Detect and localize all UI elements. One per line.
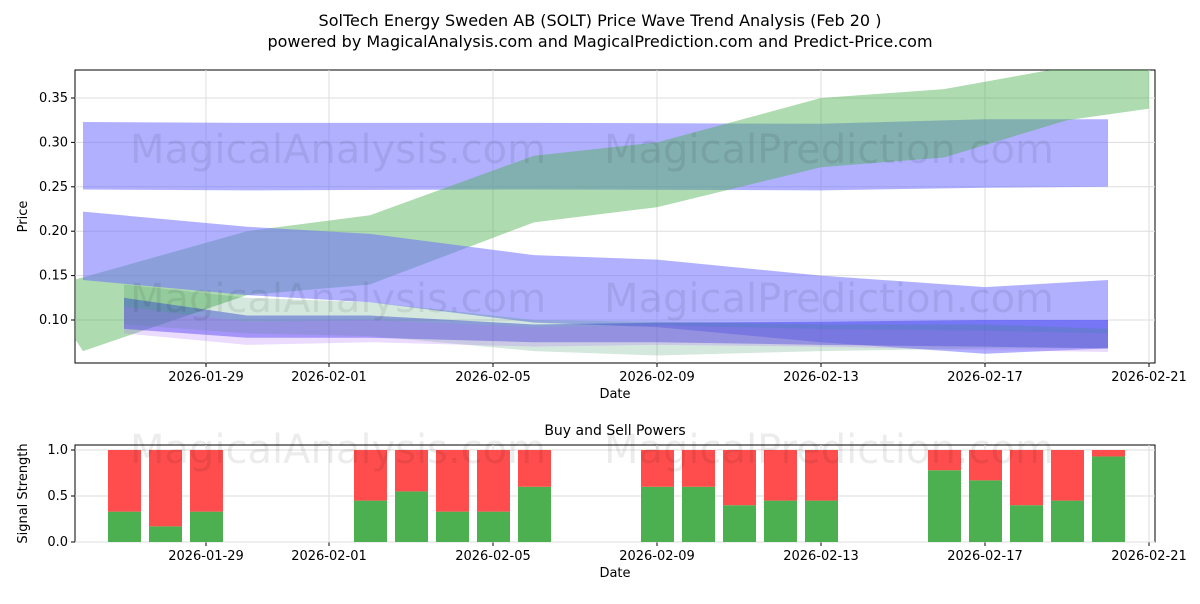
y-tick-label: 0.35 [39,91,68,106]
sell-bar [149,450,182,527]
x-tick-label: 2026-02-21 [1111,549,1187,564]
sell-bar [477,450,510,512]
buy-bar [354,500,387,542]
chart-title: SolTech Energy Sweden AB (SOLT) Price Wa… [319,11,882,30]
sell-bar [641,450,674,487]
buy-bar [1010,505,1043,542]
buy-bar [436,511,469,542]
buy-bar [518,486,551,542]
watermark: MagicalAnalysis.com [130,276,546,322]
buy-bar [149,526,182,542]
buy-bar [641,486,674,542]
teal-band [124,284,1108,356]
sell-bar [682,450,715,487]
x-tick-label: 2026-02-13 [783,549,859,564]
sell-bar [928,450,961,471]
y-axis-label: Price [16,201,31,233]
x-tick-label: 2026-01-29 [168,370,244,385]
y-axis-label: Signal Strength [16,443,31,543]
buy-bar [764,500,797,542]
watermark: MagicalPrediction.com [604,427,1054,473]
buy-bar [395,491,428,542]
bands [75,70,1149,356]
dark-blue-band [124,297,1108,349]
watermark: MagicalAnalysis.com [130,427,546,473]
violet-band [124,306,1108,352]
sell-bar [723,450,756,506]
y-tick-label: 1.0 [47,443,68,458]
buy-bar [805,500,838,542]
y-tick-label: 0.25 [39,180,68,195]
plot-frame [74,69,1156,364]
x-tick-label: 2026-02-09 [619,370,695,385]
buy-bar [928,470,961,542]
price-chart: 2026-01-29 2026-02-01 2026-02-05 2026-02-09… [16,69,1187,402]
blue-flat-band [83,119,1108,191]
buy-bar [969,480,1002,542]
x-tick-label: 2026-02-17 [947,549,1023,564]
x-tick-label: 2026-02-21 [1111,370,1187,385]
x-tick-label: 2026-02-13 [783,370,859,385]
x-axis-label: Date [599,387,630,402]
watermark: MagicalPrediction.com [604,276,1054,322]
y-tick-label: 0.0 [47,535,68,550]
buy-bar [477,511,510,542]
subplot-title: Buy and Sell Powers [544,423,685,439]
buy-bar [723,505,756,542]
sell-bar [354,450,387,501]
sell-bar [190,450,223,512]
x-tick-label: 2026-02-09 [619,549,695,564]
x-tick-label: 2026-02-05 [455,549,531,564]
sell-bar [1051,450,1084,501]
buy-bar [1051,500,1084,542]
blue-diagonal-band [83,211,1108,354]
sell-bar [518,450,551,487]
x-axis-label: Date [599,566,630,581]
chart-subtitle: powered by MagicalAnalysis.com and Magic… [267,32,932,51]
sell-bar [805,450,838,501]
sell-bar [969,450,1002,481]
y-tick-label: 0.30 [39,135,68,150]
y-tick-label: 0.15 [39,269,68,284]
sell-bar [1010,450,1043,506]
x-tick-label: 2026-02-17 [947,370,1023,385]
buy-bar [682,486,715,542]
sell-bar [764,450,797,501]
y-tick-label: 0.10 [39,313,68,328]
x-tick-label: 2026-02-01 [291,549,367,564]
sell-bar [436,450,469,512]
x-tick-label: 2026-02-05 [455,370,531,385]
x-tick-label: 2026-02-01 [291,370,367,385]
y-tick-label: 0.5 [47,489,68,504]
buy-bar [190,511,223,542]
y-tick-label: 0.20 [39,224,68,239]
x-tick-label: 2026-01-29 [168,549,244,564]
watermark: MagicalPrediction.com [604,127,1054,173]
sell-bar [395,450,428,492]
watermark: MagicalAnalysis.com [130,127,546,173]
sell-bar [108,450,141,512]
signal-chart: 2026-01-29 2026-02-01 2026-02-05 2026-02-09… [16,423,1187,581]
sell-bar [1092,450,1125,457]
buy-bar [1092,456,1125,542]
buy-bar [108,511,141,542]
